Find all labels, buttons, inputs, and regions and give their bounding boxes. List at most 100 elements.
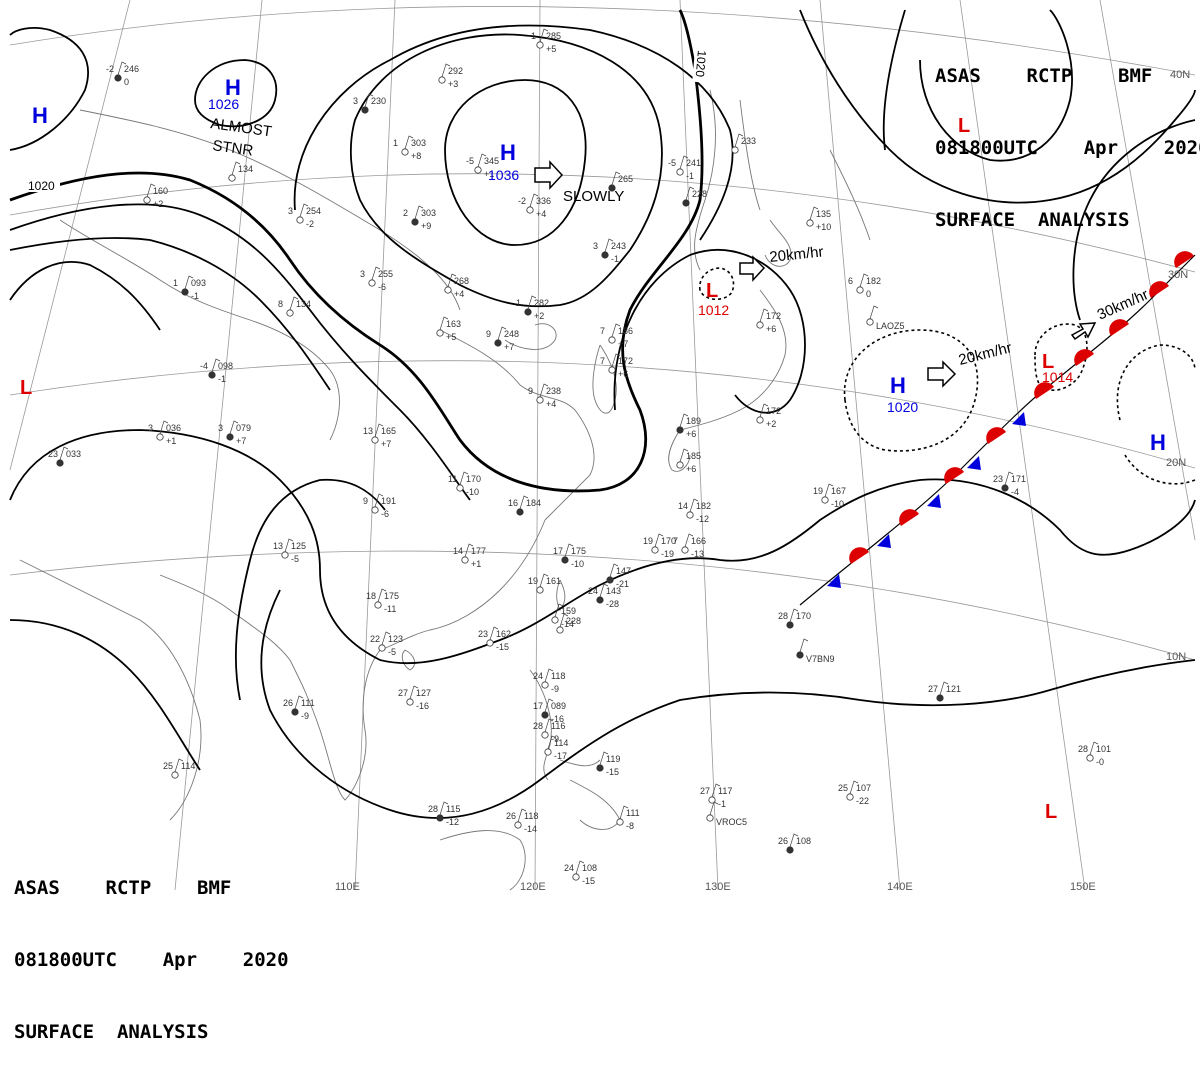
station-plot: 25 114 [163, 758, 195, 779]
station-pressure: 107 [856, 783, 871, 793]
station-plot: -1 285 +5 [528, 28, 561, 54]
note-stnr: STNR [211, 137, 254, 160]
station-circle [536, 396, 544, 404]
station-plot: 6 182 0 [848, 273, 881, 299]
station-circle [1001, 484, 1009, 492]
station-plot: 25 107 -22 [838, 780, 871, 806]
wind-barb [211, 358, 221, 373]
station-plot: 7 186 +7 [600, 323, 633, 349]
lon-label-150e: 150E [1070, 881, 1096, 893]
station-circle [286, 309, 294, 317]
note-speed-1: 20km/hr [769, 243, 825, 266]
station-temperature: 24 [533, 671, 543, 681]
dotted-ring-e-high [1116, 344, 1196, 485]
wind-barb [544, 718, 554, 733]
note-slowly: SLOWLY [563, 188, 624, 205]
station-circle [378, 644, 386, 652]
station-temperature: 2 [403, 208, 408, 218]
station-temperature: 13 [363, 426, 373, 436]
station-tendency: -11 [384, 604, 396, 614]
motion-arrows [534, 160, 1097, 388]
isobar-e-trough [1072, 119, 1196, 321]
station-plot: 27 117 -1 [700, 783, 732, 809]
station-plot: 9 248 +7 [486, 326, 519, 352]
front-symbols [827, 251, 1194, 588]
station-pressure: 285 [546, 31, 561, 41]
station-tendency: -9 [551, 734, 559, 744]
station-tendency: +1 [471, 559, 481, 569]
station-circle [456, 484, 464, 492]
station-circle [756, 416, 764, 424]
station-plot: 23 171 -4 [993, 471, 1026, 497]
station-tendency: -15 [496, 642, 509, 652]
station-tendency: +1 [166, 436, 176, 446]
station-temperature: 8 [278, 299, 283, 309]
warm-front-semicircle [849, 547, 869, 564]
high-value-1036: 1036 [488, 167, 519, 183]
station-tendency: -15 [606, 767, 619, 777]
station-tendency: +7 [381, 439, 391, 449]
wind-barb [599, 751, 609, 766]
station-temperature: 19 [813, 486, 823, 496]
station-pressure: 254 [306, 206, 321, 216]
station-temperature: 22 [370, 634, 380, 644]
station-plot: 13 165 +7 [363, 423, 396, 449]
isobar-1020-main [9, 9, 704, 493]
station-pressure: 186 [618, 326, 633, 336]
lon-line-120e [534, 0, 541, 891]
station-circle [756, 321, 764, 329]
station-pressure: 116 [551, 721, 565, 731]
station-pressure: 098 [218, 361, 233, 371]
station-circle [494, 339, 502, 347]
station-circle [606, 576, 614, 584]
high-center-e: H [1150, 430, 1166, 455]
station-circle [676, 426, 684, 434]
station-pressure: 119 [606, 754, 620, 764]
coast-russia-east [694, 89, 716, 271]
station-plot: 292+3 [438, 63, 463, 89]
wind-barb [374, 493, 384, 508]
station-temperature: 26 [778, 836, 788, 846]
station-temperature: 9 [486, 329, 491, 339]
wind-barb [759, 308, 769, 323]
dotted-ring-1012 [698, 267, 735, 301]
station-plot: 24 143 -28 [588, 583, 621, 609]
station-circle [608, 366, 616, 374]
station-pressure: 191 [381, 496, 396, 506]
wind-barb [859, 273, 869, 288]
grid-labels: 110E 120E 130E 140E 150E 40N 30N 20N 10N [335, 69, 1190, 893]
station-pressure: 125 [291, 541, 306, 551]
station-pressure: 134 [296, 299, 311, 309]
station-circle [208, 371, 216, 379]
wind-barb [539, 573, 549, 588]
high-center-1026: H [225, 75, 241, 100]
station-plot: 268+4 [444, 273, 469, 299]
station-tendency: +9 [421, 221, 431, 231]
station-tendency: -14 [524, 824, 537, 834]
station-pressure: 143 [606, 586, 621, 596]
wind-barb [809, 206, 819, 221]
wind-barb [679, 448, 689, 463]
station-pressure: 255 [378, 269, 393, 279]
coast-tibet-border [59, 219, 340, 441]
warm-front-semicircle [1109, 319, 1129, 336]
coast-hainan [401, 649, 416, 671]
station-circle [474, 166, 482, 174]
station-circle [524, 308, 532, 316]
station-temperature: 27 [700, 786, 710, 796]
station-pressure: 246 [124, 64, 139, 74]
station-tendency: +6 [686, 429, 696, 439]
station-plot: LAOZ5 [866, 305, 905, 331]
station-circle [461, 556, 469, 564]
station-plot: 13 125 -5 [273, 538, 306, 564]
station-pressure: 108 [582, 863, 597, 873]
station-plot: 22 123 -5 [370, 631, 403, 657]
isobar-nw-high [9, 27, 89, 151]
station-plot: 228 [556, 613, 581, 634]
wind-barb [709, 801, 719, 816]
station-tendency: -6 [381, 509, 389, 519]
station-pressure: 170 [661, 536, 676, 546]
wind-barb [159, 420, 169, 435]
station-circle [608, 336, 616, 344]
station-circle [561, 556, 569, 564]
